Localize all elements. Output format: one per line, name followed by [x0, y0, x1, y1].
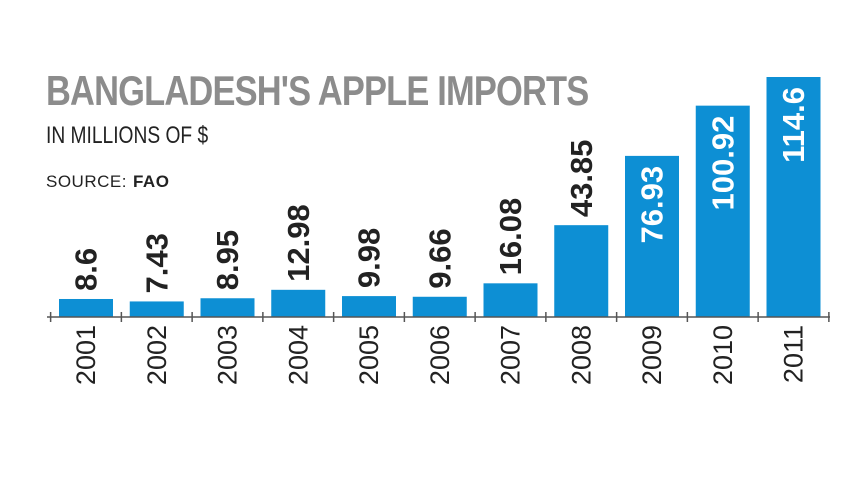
value-label-2002: 7.43: [139, 233, 174, 293]
value-label-2008: 43.85: [564, 140, 599, 218]
bar-2009: [625, 155, 679, 317]
value-label-2011: 114.6: [776, 87, 811, 163]
value-label-2007: 16.08: [493, 198, 528, 276]
value-label-2001: 8.6: [69, 248, 104, 291]
x-tick-label-2001: 2001: [71, 325, 101, 385]
x-tick-label-2009: 2009: [637, 325, 667, 385]
value-label-2005: 9.98: [352, 228, 387, 288]
x-tick-label-2003: 2003: [213, 325, 243, 385]
x-tick-label-2011: 2011: [779, 325, 809, 383]
chart-subtitle: IN MILLIONS OF $: [46, 122, 209, 149]
bar-2011: [766, 77, 821, 317]
chart-title: BANGLADESH'S APPLE IMPORTS: [46, 67, 589, 114]
source-note: SOURCE: FAO: [46, 173, 169, 190]
x-tick-label-2007: 2007: [496, 325, 526, 385]
bar-2006: [412, 296, 467, 317]
value-label-2010: 100.92: [705, 116, 740, 211]
value-label-2004: 12.98: [281, 204, 316, 282]
x-tick-label-2010: 2010: [708, 325, 738, 385]
x-tick-label-2008: 2008: [566, 325, 596, 385]
bar-2010: [695, 105, 750, 317]
bar-2007: [483, 283, 538, 317]
x-tick-label-2005: 2005: [354, 325, 384, 385]
source-label: SOURCE:: [46, 172, 127, 191]
value-label-2009: 76.93: [635, 166, 670, 244]
bar-2003: [200, 298, 255, 317]
x-tick-label-2006: 2006: [425, 325, 455, 385]
bar-2004: [271, 289, 326, 317]
x-tick-label-2002: 2002: [142, 325, 172, 385]
bar-2001: [59, 298, 113, 317]
value-label-2003: 8.95: [210, 230, 245, 290]
value-label-2006: 9.66: [422, 228, 457, 288]
bar-2002: [129, 301, 184, 317]
source-value: FAO: [132, 172, 170, 191]
bar-2008: [554, 225, 609, 317]
x-tick-label-2004: 2004: [283, 325, 313, 385]
bar-2005: [342, 296, 396, 317]
